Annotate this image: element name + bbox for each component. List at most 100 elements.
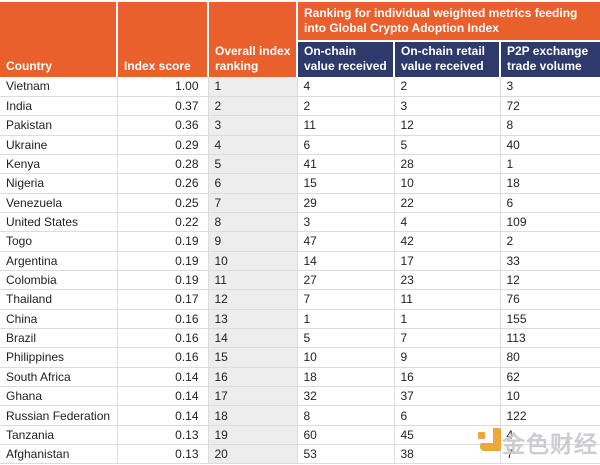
header-row-group: Country Index score Overall index rankin… <box>0 2 600 77</box>
cell-index-score: 0.22 <box>117 212 209 233</box>
cell-onchain-value: 32 <box>297 386 395 407</box>
cell-overall-rank: 11 <box>208 270 298 291</box>
cell-country: Togo <box>0 231 118 252</box>
cell-overall-rank: 13 <box>208 309 298 329</box>
cell-index-score: 0.29 <box>117 135 209 155</box>
table-row: Brazil 0.16 14 5 7 113 <box>0 328 600 349</box>
table-row: Togo 0.19 9 47 42 2 <box>0 231 600 252</box>
cell-onchain-value: 6 <box>297 135 395 155</box>
cell-overall-rank: 5 <box>208 154 298 175</box>
cell-index-score: 0.13 <box>117 444 209 465</box>
cell-onchain-retail: 45 <box>394 425 501 446</box>
cell-country: Pakistan <box>0 115 118 136</box>
cell-onchain-value: 53 <box>297 444 395 465</box>
cell-onchain-retail: 12 <box>394 115 501 136</box>
table-row: Nigeria 0.26 6 15 10 18 <box>0 173 600 194</box>
cell-overall-rank: 7 <box>208 193 298 213</box>
cell-onchain-retail: 37 <box>394 386 501 407</box>
cell-onchain-retail: 6 <box>394 405 501 426</box>
table-row: India 0.37 2 2 3 72 <box>0 96 600 117</box>
cell-onchain-value: 27 <box>297 270 395 291</box>
table-row: Philippines 0.16 15 10 9 80 <box>0 347 600 368</box>
cell-onchain-value: 60 <box>297 425 395 446</box>
cell-index-score: 0.16 <box>117 328 209 349</box>
cell-index-score: 1.00 <box>117 77 209 97</box>
cell-country: Kenya <box>0 154 118 175</box>
table-row: Russian Federation 0.14 18 8 6 122 <box>0 405 600 426</box>
table-body: Vietnam 1.00 1 4 2 3 India 0.37 2 2 3 72 Pakistan 0.3… <box>0 77 600 465</box>
cell-country: South Africa <box>0 367 118 388</box>
cell-index-score: 0.19 <box>117 251 209 271</box>
cell-onchain-retail: 7 <box>394 328 501 349</box>
cell-onchain-retail: 17 <box>394 251 501 271</box>
header-metrics-group: Ranking for individual weighted metrics … <box>297 2 600 42</box>
cell-p2p-volume: 18 <box>500 173 600 194</box>
cell-country: Colombia <box>0 270 118 291</box>
cell-overall-rank: 6 <box>208 173 298 194</box>
cell-overall-rank: 20 <box>208 444 298 465</box>
cell-overall-rank: 9 <box>208 231 298 252</box>
cell-country: Brazil <box>0 328 118 349</box>
cell-onchain-retail: 3 <box>394 96 501 117</box>
cell-overall-rank: 16 <box>208 367 298 388</box>
header-overall-ranking: Overall index ranking <box>208 2 298 77</box>
cell-country: Venezuela <box>0 193 118 213</box>
cell-country: Philippines <box>0 347 118 368</box>
cell-index-score: 0.19 <box>117 231 209 252</box>
cell-onchain-retail: 5 <box>394 135 501 155</box>
cell-onchain-retail: 28 <box>394 154 501 175</box>
cell-index-score: 0.25 <box>117 193 209 213</box>
cell-country: Argentina <box>0 251 118 271</box>
cell-onchain-retail: 38 <box>394 444 501 465</box>
cell-overall-rank: 18 <box>208 405 298 426</box>
cell-index-score: 0.16 <box>117 347 209 368</box>
cell-overall-rank: 15 <box>208 347 298 368</box>
table-row: Argentina 0.19 10 14 17 33 <box>0 251 600 271</box>
cell-country: Thailand <box>0 289 118 310</box>
table-row: South Africa 0.14 16 18 16 62 <box>0 367 600 388</box>
cell-onchain-retail: 23 <box>394 270 501 291</box>
cell-onchain-value: 18 <box>297 367 395 388</box>
cell-onchain-value: 41 <box>297 154 395 175</box>
cell-country: China <box>0 309 118 329</box>
cell-p2p-volume: 12 <box>500 270 600 291</box>
cell-overall-rank: 12 <box>208 289 298 310</box>
cell-p2p-volume: 109 <box>500 212 600 233</box>
cell-p2p-volume: 1 <box>500 154 600 175</box>
cell-overall-rank: 3 <box>208 115 298 136</box>
header-p2p-volume: P2P exchange trade volume <box>500 41 600 77</box>
cell-index-score: 0.19 <box>117 270 209 291</box>
cell-p2p-volume: 113 <box>500 328 600 349</box>
cell-p2p-volume: 2 <box>500 231 600 252</box>
cell-p2p-volume: 80 <box>500 347 600 368</box>
cell-onchain-value: 15 <box>297 173 395 194</box>
cell-onchain-retail: 16 <box>394 367 501 388</box>
cell-p2p-volume: 76 <box>500 289 600 310</box>
cell-onchain-retail: 9 <box>394 347 501 368</box>
cell-onchain-retail: 42 <box>394 231 501 252</box>
cell-country: Russian Federation <box>0 405 118 426</box>
cell-onchain-value: 3 <box>297 212 395 233</box>
cell-onchain-retail: 4 <box>394 212 501 233</box>
table-row: Afghanistan 0.13 20 53 38 7 <box>0 444 600 465</box>
cell-overall-rank: 19 <box>208 425 298 446</box>
table-row: Thailand 0.17 12 7 11 76 <box>0 289 600 310</box>
cell-country: Ghana <box>0 386 118 407</box>
cell-onchain-value: 47 <box>297 231 395 252</box>
cell-onchain-value: 10 <box>297 347 395 368</box>
cell-p2p-volume: 10 <box>500 386 600 407</box>
cell-onchain-retail: 10 <box>394 173 501 194</box>
cell-index-score: 0.14 <box>117 386 209 407</box>
cell-onchain-value: 11 <box>297 115 395 136</box>
cell-overall-rank: 4 <box>208 135 298 155</box>
cell-p2p-volume: 6 <box>500 193 600 213</box>
cell-onchain-value: 2 <box>297 96 395 117</box>
cell-country: Tanzania <box>0 425 118 446</box>
cell-country: Afghanistan <box>0 444 118 465</box>
cell-p2p-volume: 155 <box>500 309 600 329</box>
cell-onchain-retail: 2 <box>394 77 501 97</box>
table-row: Ghana 0.14 17 32 37 10 <box>0 386 600 407</box>
header-index-score: Index score <box>117 2 209 77</box>
cell-index-score: 0.14 <box>117 367 209 388</box>
